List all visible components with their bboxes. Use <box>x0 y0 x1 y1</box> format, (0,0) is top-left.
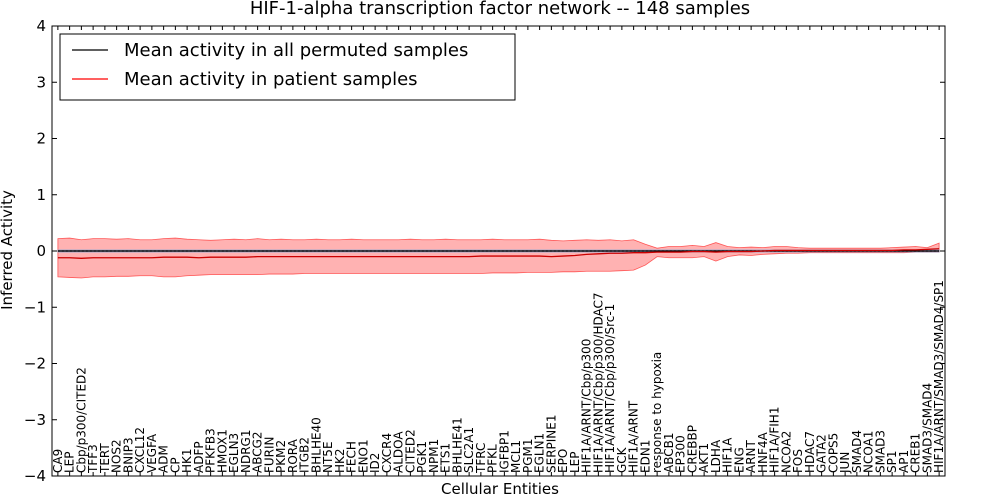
x-tick-label: ENO1 <box>356 439 370 473</box>
x-tick-label: ARNT <box>744 439 758 473</box>
x-tick-label: CITED2 <box>403 429 417 473</box>
x-tick-label: NT5E <box>321 441 335 473</box>
x-tick-label: SMAD3 <box>873 430 887 473</box>
x-tick-label: HIF1A/ARNT/SMAD3/SMAD4/SP1 <box>932 280 946 473</box>
x-tick-label: HIF1A <box>721 437 735 473</box>
x-tick-label: EGLN1 <box>533 433 547 473</box>
x-tick-label: HK1 <box>180 448 194 473</box>
x-tick-label: TFF3 <box>86 444 100 474</box>
x-tick-label: CP <box>168 457 182 473</box>
x-tick-label: FURIN <box>262 436 276 473</box>
x-tick-label: EGLN3 <box>227 433 241 473</box>
x-tick-label: ID2 <box>368 453 382 473</box>
x-tick-label: HNF4A <box>756 431 770 473</box>
x-tick-label: TERT <box>98 443 112 474</box>
x-tick-label: HIF1A/ARNT/Cbp/p300/HDAC7 <box>591 292 605 473</box>
x-tick-label: BHLHE41 <box>450 417 464 473</box>
legend-label-permuted: Mean activity in all permuted samples <box>124 40 468 61</box>
x-tick-label: BNIP3 <box>121 437 135 473</box>
y-tick-label: −3 <box>24 411 46 429</box>
x-tick-label: HIF1A/ARNT/Cbp/p300 <box>580 339 594 473</box>
y-axis-label: Inferred Activity <box>0 190 16 310</box>
series-mean-patient <box>57 248 940 259</box>
x-tick-label: ADFP <box>192 441 206 473</box>
x-tick-label: NCOA2 <box>779 431 793 473</box>
y-tick-label: −1 <box>24 298 46 316</box>
x-tick-label: AP1 <box>897 450 911 473</box>
y-tick-label: 0 <box>36 242 46 260</box>
x-tick-label: AKT1 <box>697 443 711 473</box>
x-tick-label: ABCG2 <box>251 431 265 473</box>
x-tick-label: CA9 <box>51 449 65 473</box>
x-tick-label: NPM1 <box>427 439 441 473</box>
x-tick-label: GCK <box>615 446 629 473</box>
x-tick-label: NDRG1 <box>239 430 253 474</box>
legend-label-patient: Mean activity in patient samples <box>124 69 418 90</box>
x-tick-label: PGM1 <box>521 438 535 473</box>
x-tick-label: HIF1A/ARNT/Cbp/p300/Src-1 <box>603 304 617 473</box>
y-tick-label: 2 <box>36 130 46 148</box>
x-tick-label: NOS2 <box>110 439 124 473</box>
x-tick-label: EDN1 <box>638 440 652 473</box>
x-tick-label: CREB1 <box>909 433 923 473</box>
x-tick-label: response to hypoxia <box>650 352 664 473</box>
x-tick-label: COPS5 <box>826 433 840 473</box>
x-tick-label: CXCL12 <box>133 427 147 473</box>
y-tick-label: 4 <box>36 17 46 35</box>
x-tick-label: ETS1 <box>439 443 453 473</box>
x-tick-label: FECH <box>345 441 359 473</box>
x-tick-label: HIF1A/ARNT <box>627 400 641 473</box>
patient-activity-band <box>57 237 940 279</box>
x-tick-label: RORA <box>286 438 300 473</box>
x-tick-label: HK2 <box>333 448 347 473</box>
y-tick-label: −2 <box>24 355 46 373</box>
x-tick-label: LEP <box>63 451 77 473</box>
x-tick-label: SMAD3/SMAD4 <box>920 383 934 473</box>
x-axis-label: Cellular Entities <box>441 480 559 498</box>
x-tick-label: ABCB1 <box>662 433 676 473</box>
x-tick-label: ENG <box>732 447 746 473</box>
x-tick-label: CREBBP <box>685 425 699 473</box>
x-tick-label: PFKL <box>486 444 500 473</box>
x-tick-label: IGFBP1 <box>497 430 511 473</box>
x-tick-label: ADM <box>157 445 171 473</box>
y-tick-label: 3 <box>36 73 46 91</box>
x-tick-label: SLC2A1 <box>462 427 476 473</box>
x-tick-label: BHLHE40 <box>309 417 323 473</box>
x-tick-label: CXCR4 <box>380 433 394 473</box>
x-tick-label: NCOA1 <box>862 431 876 473</box>
legend: Mean activity in all permuted samples Me… <box>59 33 516 101</box>
x-tick-label: EPO <box>556 449 570 473</box>
x-tick-label: HMOX1 <box>215 429 229 473</box>
x-tick-label: HIF1A/FIH1 <box>768 407 782 473</box>
x-tick-label: TFRC <box>474 443 488 474</box>
x-tick-label: FOS <box>791 449 805 473</box>
chart-title: HIF-1-alpha transcription factor network… <box>250 0 750 19</box>
x-tick-label: PKM2 <box>274 440 288 473</box>
x-tick-label: SMAD4 <box>850 430 864 473</box>
legend-box <box>59 33 516 101</box>
x-tick-label: PFKFB3 <box>204 428 218 473</box>
x-tick-label: Cbp/p300/CITED2 <box>74 367 88 473</box>
x-tick-label: SERPINE1 <box>544 414 558 473</box>
x-tick-label: HDAC7 <box>803 431 817 473</box>
x-tick-label: SP1 <box>885 451 899 474</box>
y-tick-label: −4 <box>24 467 46 485</box>
x-tick-label: ITGB2 <box>298 437 312 473</box>
y-tick-label: 1 <box>36 186 46 204</box>
x-tick-label: PGK1 <box>415 441 429 473</box>
x-tick-label: JUN <box>838 452 852 474</box>
plot-area: −4−3−2−101234CA9LEPCbp/p300/CITED2TFF3TE… <box>24 17 946 485</box>
x-tick-label: MCL1 <box>509 440 523 473</box>
x-tick-label: VEGFA <box>145 433 159 473</box>
x-tick-label: LDHA <box>709 439 723 473</box>
x-tick-label: GATA2 <box>815 434 829 473</box>
x-tick-label: LEP <box>568 451 582 473</box>
x-tick-label: EP300 <box>674 435 688 473</box>
x-tick-label: ALDOA <box>392 431 406 473</box>
